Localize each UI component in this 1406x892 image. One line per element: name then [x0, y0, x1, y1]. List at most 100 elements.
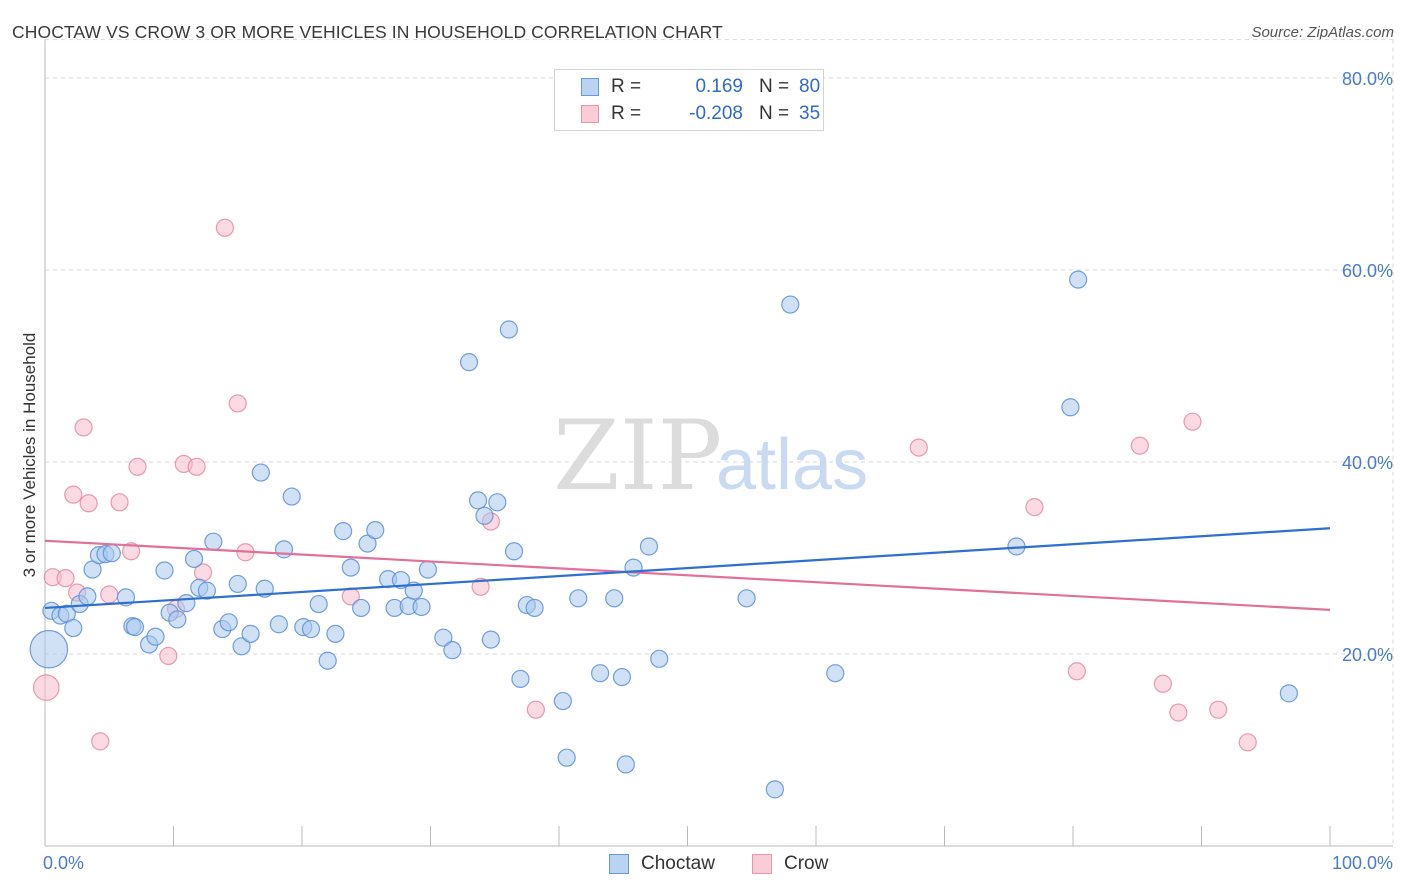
- data-point: [301, 619, 321, 639]
- x-tick-label: 0.0%: [43, 853, 84, 873]
- data-point: [251, 463, 270, 482]
- data-point: [1153, 674, 1173, 693]
- data-point: [100, 585, 119, 604]
- data-point: [177, 594, 196, 613]
- legend-n-value: 35: [799, 103, 821, 124]
- data-point: [639, 537, 659, 556]
- data-point: [159, 646, 178, 666]
- y-tick-label: 80.0%: [1342, 69, 1393, 89]
- trend-lines: [44, 527, 1331, 611]
- data-point: [511, 669, 530, 689]
- watermark: ZIP atlas: [553, 400, 868, 512]
- data-point: [909, 438, 928, 457]
- data-point: [125, 618, 145, 637]
- legend-n-label: N =: [759, 103, 790, 124]
- data-point: [504, 542, 524, 561]
- legend-r-value: 0.169: [695, 76, 743, 97]
- data-point: [102, 544, 121, 563]
- data-point: [650, 649, 669, 668]
- crow-swatch: [581, 105, 599, 123]
- data-point: [168, 610, 187, 629]
- data-point: [1209, 700, 1228, 719]
- legend-r-value: -0.208: [689, 103, 743, 124]
- legend-label-choctaw: Choctaw: [641, 853, 715, 874]
- data-point: [184, 549, 204, 569]
- stats-legend: R = 0.169 N = 80 R = -0.208 N = 35: [554, 69, 824, 131]
- choctaw-points: [29, 270, 1298, 799]
- data-point: [228, 574, 247, 594]
- data-point: [274, 540, 294, 559]
- data-point: [1067, 662, 1086, 681]
- data-point: [146, 627, 165, 646]
- series-legend: Choctaw Crow: [0, 852, 1406, 878]
- axes: [44, 39, 1393, 847]
- data-point: [1130, 436, 1149, 455]
- legend-r-label: R =: [611, 103, 642, 124]
- data-point: [334, 522, 353, 541]
- data-point: [352, 598, 371, 618]
- data-point: [605, 589, 624, 608]
- data-point: [241, 624, 260, 643]
- data-point: [78, 587, 97, 606]
- data-point: [557, 748, 576, 767]
- data-point: [64, 618, 83, 638]
- data-point: [1061, 398, 1080, 417]
- legend-label-crow: Crow: [784, 853, 829, 874]
- data-point: [32, 674, 60, 701]
- data-point: [128, 457, 147, 476]
- choctaw-trend-line: [44, 527, 1331, 610]
- data-point: [499, 320, 518, 339]
- data-point: [74, 418, 93, 437]
- y-tick-label: 60.0%: [1342, 261, 1393, 281]
- y-tick-label: 40.0%: [1342, 453, 1393, 473]
- data-point: [391, 570, 411, 590]
- crow-points: [32, 218, 1257, 752]
- legend-n-label: N =: [759, 76, 790, 97]
- data-point: [269, 615, 288, 634]
- data-point: [481, 630, 500, 649]
- data-point: [318, 651, 337, 670]
- tick-labels: 20.0% 40.0% 60.0% 80.0% 0.0% 100.0%: [43, 69, 1393, 873]
- data-point: [155, 561, 174, 580]
- legend-n-value: 80: [799, 76, 821, 97]
- watermark-atlas: atlas: [716, 425, 868, 505]
- data-point: [358, 534, 377, 553]
- data-point: [569, 589, 588, 608]
- data-point: [91, 732, 110, 751]
- data-point: [121, 542, 141, 561]
- data-point: [434, 628, 453, 647]
- data-point: [56, 569, 75, 588]
- data-point: [219, 613, 238, 632]
- data-point: [471, 577, 490, 596]
- data-point: [215, 218, 234, 237]
- data-point: [1025, 498, 1044, 517]
- data-point: [765, 780, 784, 799]
- data-point: [197, 581, 217, 600]
- data-point: [553, 691, 572, 711]
- chart-source: Source: ZipAtlas.com: [1251, 24, 1394, 41]
- data-point: [526, 700, 545, 719]
- crow-trend-line: [44, 539, 1331, 611]
- data-point: [110, 493, 129, 512]
- data-point: [475, 506, 494, 525]
- data-point: [612, 667, 632, 687]
- data-point: [64, 485, 83, 504]
- data-point: [29, 629, 69, 669]
- data-point: [443, 641, 462, 660]
- data-point: [341, 558, 360, 577]
- data-point: [1279, 684, 1298, 703]
- x-tick-label: 100.0%: [1332, 853, 1393, 873]
- data-point: [459, 353, 479, 372]
- data-point: [525, 598, 544, 618]
- data-point: [187, 457, 206, 476]
- choctaw-swatch: [581, 78, 599, 96]
- data-point: [204, 532, 223, 551]
- data-point: [1183, 412, 1202, 431]
- data-point: [591, 664, 610, 683]
- crow-legend-swatch: [752, 854, 772, 874]
- data-point: [1169, 703, 1188, 722]
- data-point: [79, 494, 98, 513]
- data-point: [1238, 733, 1257, 752]
- grid-lines: [45, 39, 1394, 846]
